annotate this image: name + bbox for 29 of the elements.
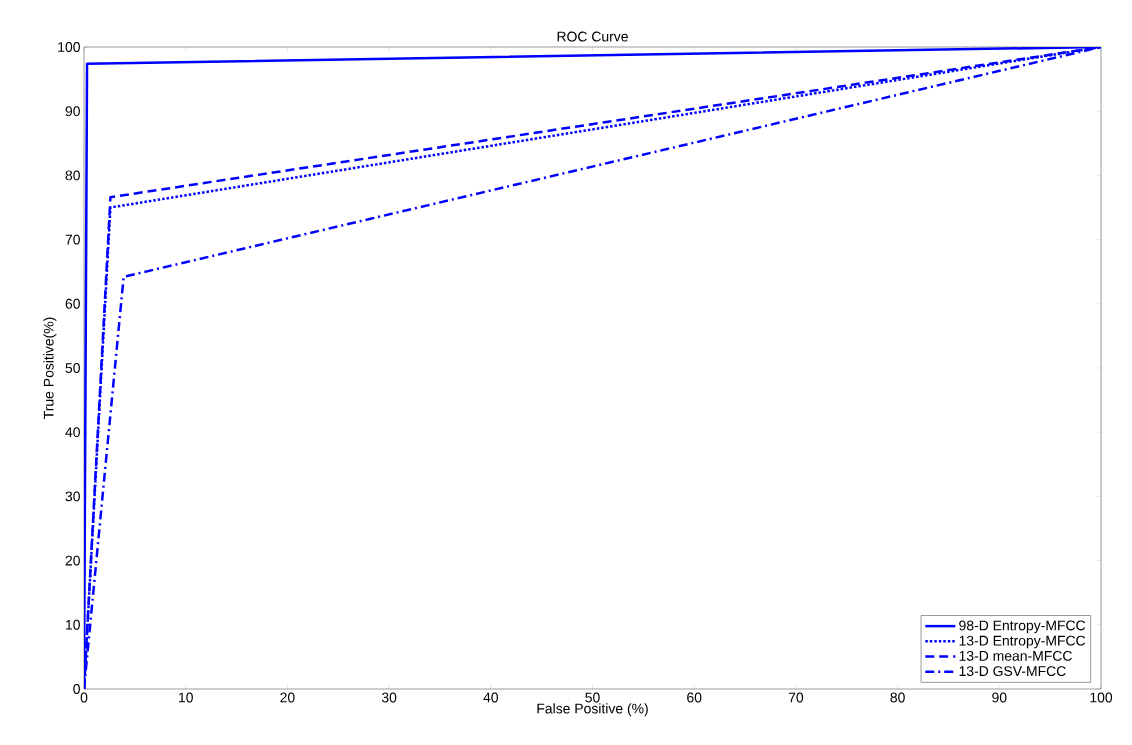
y-tick-label: 90 <box>65 106 80 117</box>
x-tick-label: 10 <box>179 692 193 703</box>
y-tick-label: 10 <box>66 619 80 630</box>
x-tick-label: 50 <box>585 692 600 703</box>
y-tick-label: 70 <box>65 234 80 245</box>
chart-title: ROC Curve <box>557 31 628 42</box>
y-tick-label: 60 <box>65 298 80 309</box>
x-tick-label: 40 <box>483 692 499 703</box>
x-tick-label: 70 <box>788 692 804 703</box>
x-tick-label: 0 <box>80 692 88 703</box>
legend-label: 98-D Entropy-MFCC <box>959 620 1086 634</box>
x-tick-label: 60 <box>687 692 702 703</box>
x-tick-label: 100 <box>1090 692 1113 703</box>
y-tick-label: 100 <box>58 42 80 52</box>
x-tick-label: 20 <box>280 692 295 703</box>
legend-label: 13-D mean-MFCC <box>959 650 1072 661</box>
x-axis-title: False Positive (%) <box>537 703 648 717</box>
y-tick-label: 20 <box>65 555 80 566</box>
y-tick-label: 30 <box>65 491 80 502</box>
y-tick-label: 80 <box>65 170 80 181</box>
y-axis-title: True Positive(%) <box>43 317 57 419</box>
legend-label: 13-D Entropy-MFCC <box>959 635 1086 649</box>
x-tick-label: 90 <box>992 692 1007 703</box>
legend-label: 13-D GSV-MFCC <box>959 666 1066 677</box>
y-tick-label: 40 <box>65 427 80 438</box>
y-tick-label: 0 <box>73 684 80 694</box>
x-tick-label: 80 <box>890 692 905 703</box>
x-tick-label: 30 <box>381 692 397 703</box>
y-tick-label: 50 <box>65 363 80 373</box>
